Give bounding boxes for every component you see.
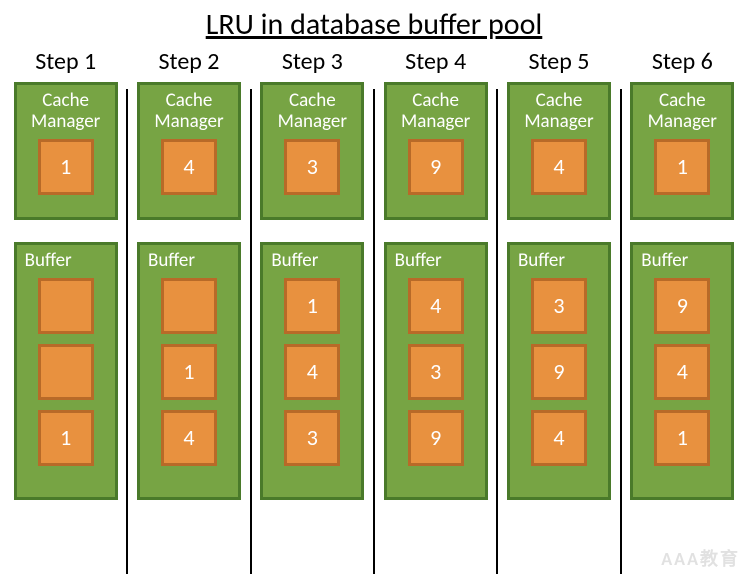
cache-slot: 3 <box>284 139 340 195</box>
step-label: Step 2 <box>159 47 220 76</box>
steps-container: Step 1 CacheManager 1 Buffer 1 Step 2 CacheMan… <box>0 47 748 500</box>
cache-label: CacheManager <box>401 91 470 133</box>
buffer-slot: 9 <box>531 344 587 400</box>
buffer-slot: 1 <box>654 410 710 466</box>
buffer-slot: 9 <box>408 410 464 466</box>
cache-slot: 1 <box>38 139 94 195</box>
step-label: Step 3 <box>282 47 343 76</box>
cache-label: CacheManager <box>648 91 717 133</box>
buffer-slot: 4 <box>654 344 710 400</box>
buffer-box: Buffer 3 9 4 <box>507 242 611 500</box>
buffer-slot: 1 <box>161 344 217 400</box>
buffer-label: Buffer <box>633 251 688 272</box>
step-column: Step 1 CacheManager 1 Buffer 1 <box>4 47 127 500</box>
step-column: Step 4 CacheManager 9 Buffer 4 3 9 <box>374 47 497 500</box>
buffer-slot: 9 <box>654 278 710 334</box>
buffer-slot: 4 <box>161 410 217 466</box>
cache-slot: 9 <box>408 139 464 195</box>
buffer-label: Buffer <box>263 251 318 272</box>
buffer-slot: 3 <box>531 278 587 334</box>
buffer-box: Buffer 9 4 1 <box>630 242 734 500</box>
buffer-label: Buffer <box>140 251 195 272</box>
buffer-slot: 4 <box>531 410 587 466</box>
buffer-slot <box>161 278 217 334</box>
buffer-label: Buffer <box>387 251 442 272</box>
buffer-slot <box>38 344 94 400</box>
buffer-box: Buffer 4 3 9 <box>384 242 488 500</box>
cache-slot: 4 <box>161 139 217 195</box>
buffer-box: Buffer 1 4 3 <box>260 242 364 500</box>
step-label: Step 5 <box>529 47 590 76</box>
cache-label: CacheManager <box>154 91 223 133</box>
buffer-slot: 4 <box>284 344 340 400</box>
cache-manager-box: CacheManager 3 <box>260 82 364 220</box>
step-label: Step 6 <box>652 47 713 76</box>
step-column: Step 6 CacheManager 1 Buffer 9 4 1 <box>621 47 744 500</box>
cache-manager-box: CacheManager 9 <box>384 82 488 220</box>
step-label: Step 1 <box>35 47 96 76</box>
buffer-box: Buffer 1 <box>14 242 118 500</box>
cache-label: CacheManager <box>524 91 593 133</box>
buffer-slot: 3 <box>408 344 464 400</box>
step-column: Step 3 CacheManager 3 Buffer 1 4 3 <box>251 47 374 500</box>
buffer-slot: 3 <box>284 410 340 466</box>
buffer-slot <box>38 278 94 334</box>
step-column: Step 5 CacheManager 4 Buffer 3 9 4 <box>497 47 620 500</box>
step-column: Step 2 CacheManager 4 Buffer 1 4 <box>127 47 250 500</box>
step-label: Step 4 <box>405 47 466 76</box>
cache-label: CacheManager <box>31 91 100 133</box>
cache-manager-box: CacheManager 1 <box>14 82 118 220</box>
watermark: AAA教育 <box>661 545 740 571</box>
cache-slot: 4 <box>531 139 587 195</box>
buffer-label: Buffer <box>17 251 72 272</box>
buffer-slot: 1 <box>38 410 94 466</box>
cache-slot: 1 <box>654 139 710 195</box>
buffer-label: Buffer <box>510 251 565 272</box>
cache-label: CacheManager <box>278 91 347 133</box>
cache-manager-box: CacheManager 4 <box>507 82 611 220</box>
page-title: LRU in database buffer pool <box>0 0 748 47</box>
buffer-slot: 4 <box>408 278 464 334</box>
cache-manager-box: CacheManager 4 <box>137 82 241 220</box>
buffer-slot: 1 <box>284 278 340 334</box>
cache-manager-box: CacheManager 1 <box>630 82 734 220</box>
buffer-box: Buffer 1 4 <box>137 242 241 500</box>
